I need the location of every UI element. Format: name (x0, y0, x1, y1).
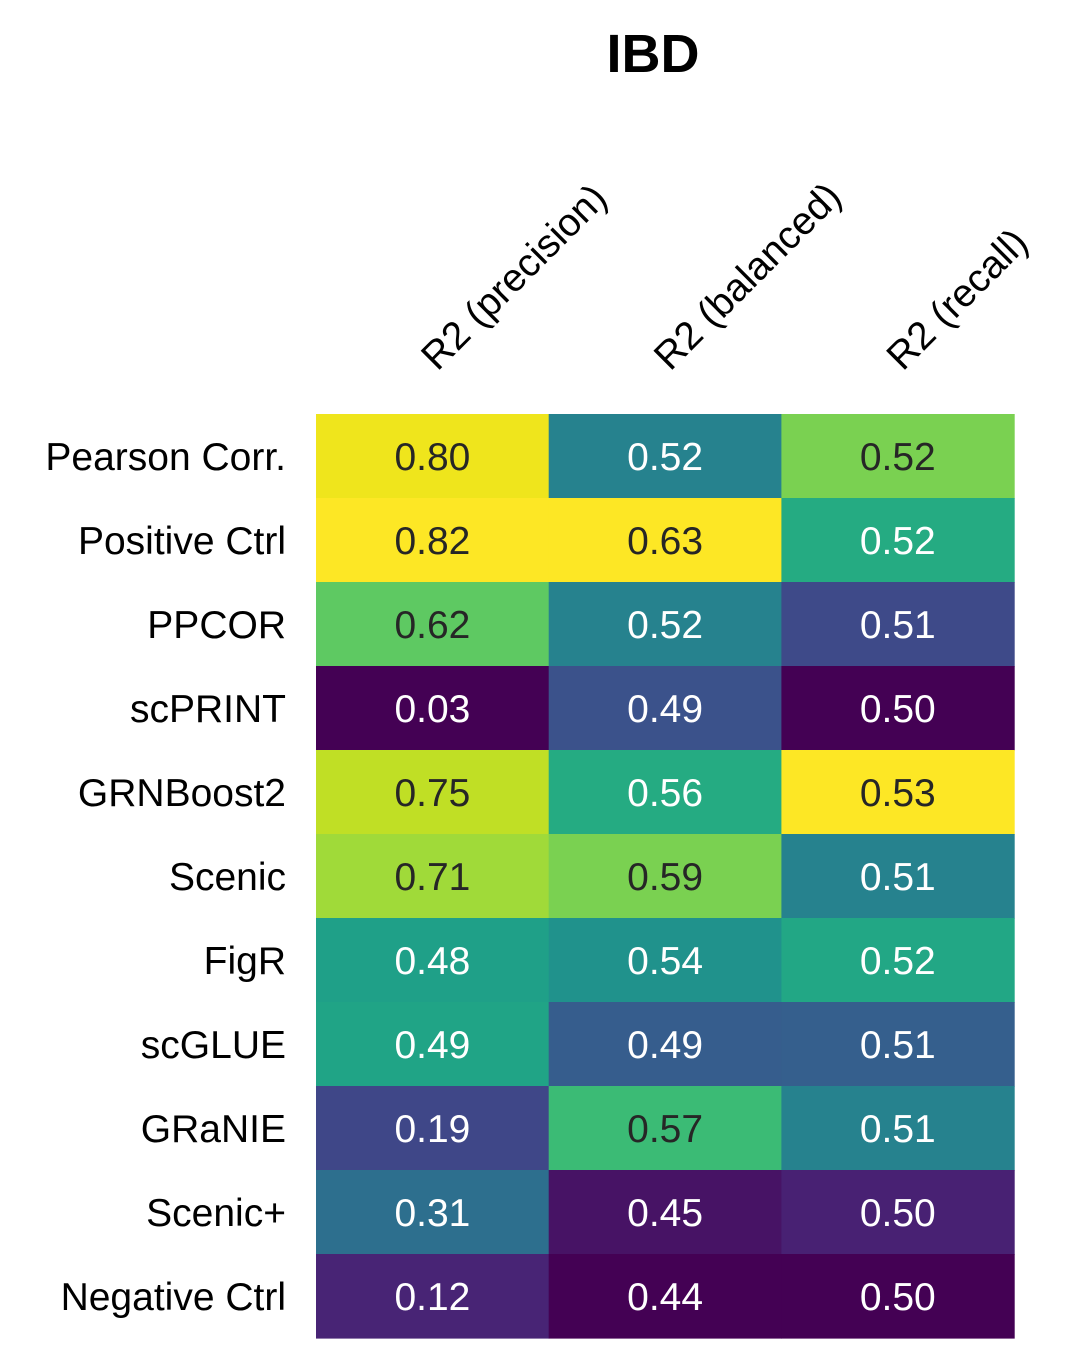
cell-value-label: 0.49 (394, 1024, 470, 1067)
cell-value-label: 0.52 (860, 436, 936, 479)
heatmap-cells: 0.80 0.52 0.52 0.82 0.63 0.52 0.62 0.52 0.51 0.03… (316, 414, 1015, 1339)
heatmap-cell (781, 1254, 1015, 1339)
cell-value-label: 0.03 (394, 688, 470, 731)
cell-value-label: 0.54 (627, 940, 703, 983)
heatmap-cell (548, 1254, 782, 1339)
heatmap-cell (781, 834, 1015, 919)
heatmap-cell (781, 918, 1015, 1003)
chart-title: IBD (607, 24, 700, 84)
cell-value-label: 0.50 (860, 1192, 936, 1235)
heatmap-cell (781, 666, 1015, 751)
cell-value-label: 0.31 (394, 1192, 470, 1235)
cell-value-label: 0.12 (394, 1276, 470, 1319)
cell-value-label: 0.53 (860, 772, 936, 815)
cell-value-label: 0.62 (394, 604, 470, 647)
cell-value-label: 0.50 (860, 688, 936, 731)
row-label: Pearson Corr. (45, 436, 286, 479)
heatmap-cell (548, 834, 782, 919)
heatmap-cell (548, 1170, 782, 1255)
cell-value-label: 0.49 (627, 1024, 703, 1067)
cell-value-label: 0.45 (627, 1192, 703, 1235)
heatmap-cell (781, 1170, 1015, 1255)
heatmap-cell (781, 498, 1015, 583)
cell-value-label: 0.44 (627, 1276, 703, 1319)
heatmap-cell (316, 1254, 550, 1339)
heatmap-cell (316, 834, 550, 919)
cell-value-label: 0.57 (627, 1108, 703, 1151)
cell-value-label: 0.59 (627, 856, 703, 899)
column-label: R2 (balanced) (646, 175, 850, 379)
heatmap-cell (316, 582, 550, 667)
row-label: Scenic (169, 856, 286, 899)
heatmap-cell (316, 666, 550, 751)
cell-value-label: 0.52 (627, 604, 703, 647)
heatmap-cell (548, 750, 782, 835)
column-label: R2 (precision) (413, 176, 615, 378)
cell-value-label: 0.71 (394, 856, 470, 899)
row-label: FigR (204, 940, 286, 983)
cell-value-label: 0.75 (394, 772, 470, 815)
row-label: scGLUE (141, 1024, 286, 1067)
heatmap-cell (548, 582, 782, 667)
heatmap-cell (316, 414, 550, 499)
heatmap-cell (316, 918, 550, 1003)
row-label: GRNBoost2 (78, 772, 286, 815)
cell-value-label: 0.80 (394, 436, 470, 479)
cell-value-label: 0.52 (860, 940, 936, 983)
heatmap-cell (781, 582, 1015, 667)
row-labels: Pearson Corr. Positive Ctrl PPCOR scPRINT GR… (45, 436, 286, 1319)
row-label: GRaNIE (141, 1108, 286, 1151)
heatmap-cell (316, 1086, 550, 1171)
heatmap-cell (316, 1002, 550, 1087)
cell-value-label: 0.51 (860, 1108, 936, 1151)
row-label: scPRINT (130, 688, 286, 731)
heatmap-cell (781, 1002, 1015, 1087)
cell-value-label: 0.56 (627, 772, 703, 815)
heatmap-cell (316, 1170, 550, 1255)
heatmap-cell (781, 414, 1015, 499)
cell-value-label: 0.82 (394, 520, 470, 563)
heatmap-cell (781, 1086, 1015, 1171)
heatmap-cell (548, 1086, 782, 1171)
heatmap-cell (781, 750, 1015, 835)
heatmap-cell (548, 666, 782, 751)
column-labels: R2 (precision) R2 (balanced) R2 (recall) (413, 175, 1036, 379)
row-label: PPCOR (147, 604, 286, 647)
heatmap-cell (548, 918, 782, 1003)
cell-value-label: 0.51 (860, 856, 936, 899)
row-label: Positive Ctrl (78, 520, 286, 563)
heatmap-cell (548, 1002, 782, 1087)
heatmap-cell (548, 414, 782, 499)
cell-value-label: 0.49 (627, 688, 703, 731)
cell-value-label: 0.52 (860, 520, 936, 563)
cell-value-label: 0.19 (394, 1108, 470, 1151)
cell-value-label: 0.63 (627, 520, 703, 563)
heatmap-cell (316, 750, 550, 835)
heatmap-cell (316, 498, 550, 583)
column-label: R2 (recall) (879, 221, 1037, 379)
cell-value-label: 0.50 (860, 1276, 936, 1319)
cell-value-label: 0.51 (860, 1024, 936, 1067)
cell-value-label: 0.51 (860, 604, 936, 647)
cell-value-label: 0.48 (394, 940, 470, 983)
row-label: Negative Ctrl (61, 1276, 286, 1319)
row-label: Scenic+ (146, 1192, 286, 1235)
cell-value-label: 0.52 (627, 436, 703, 479)
heatmap-cell (548, 498, 782, 583)
